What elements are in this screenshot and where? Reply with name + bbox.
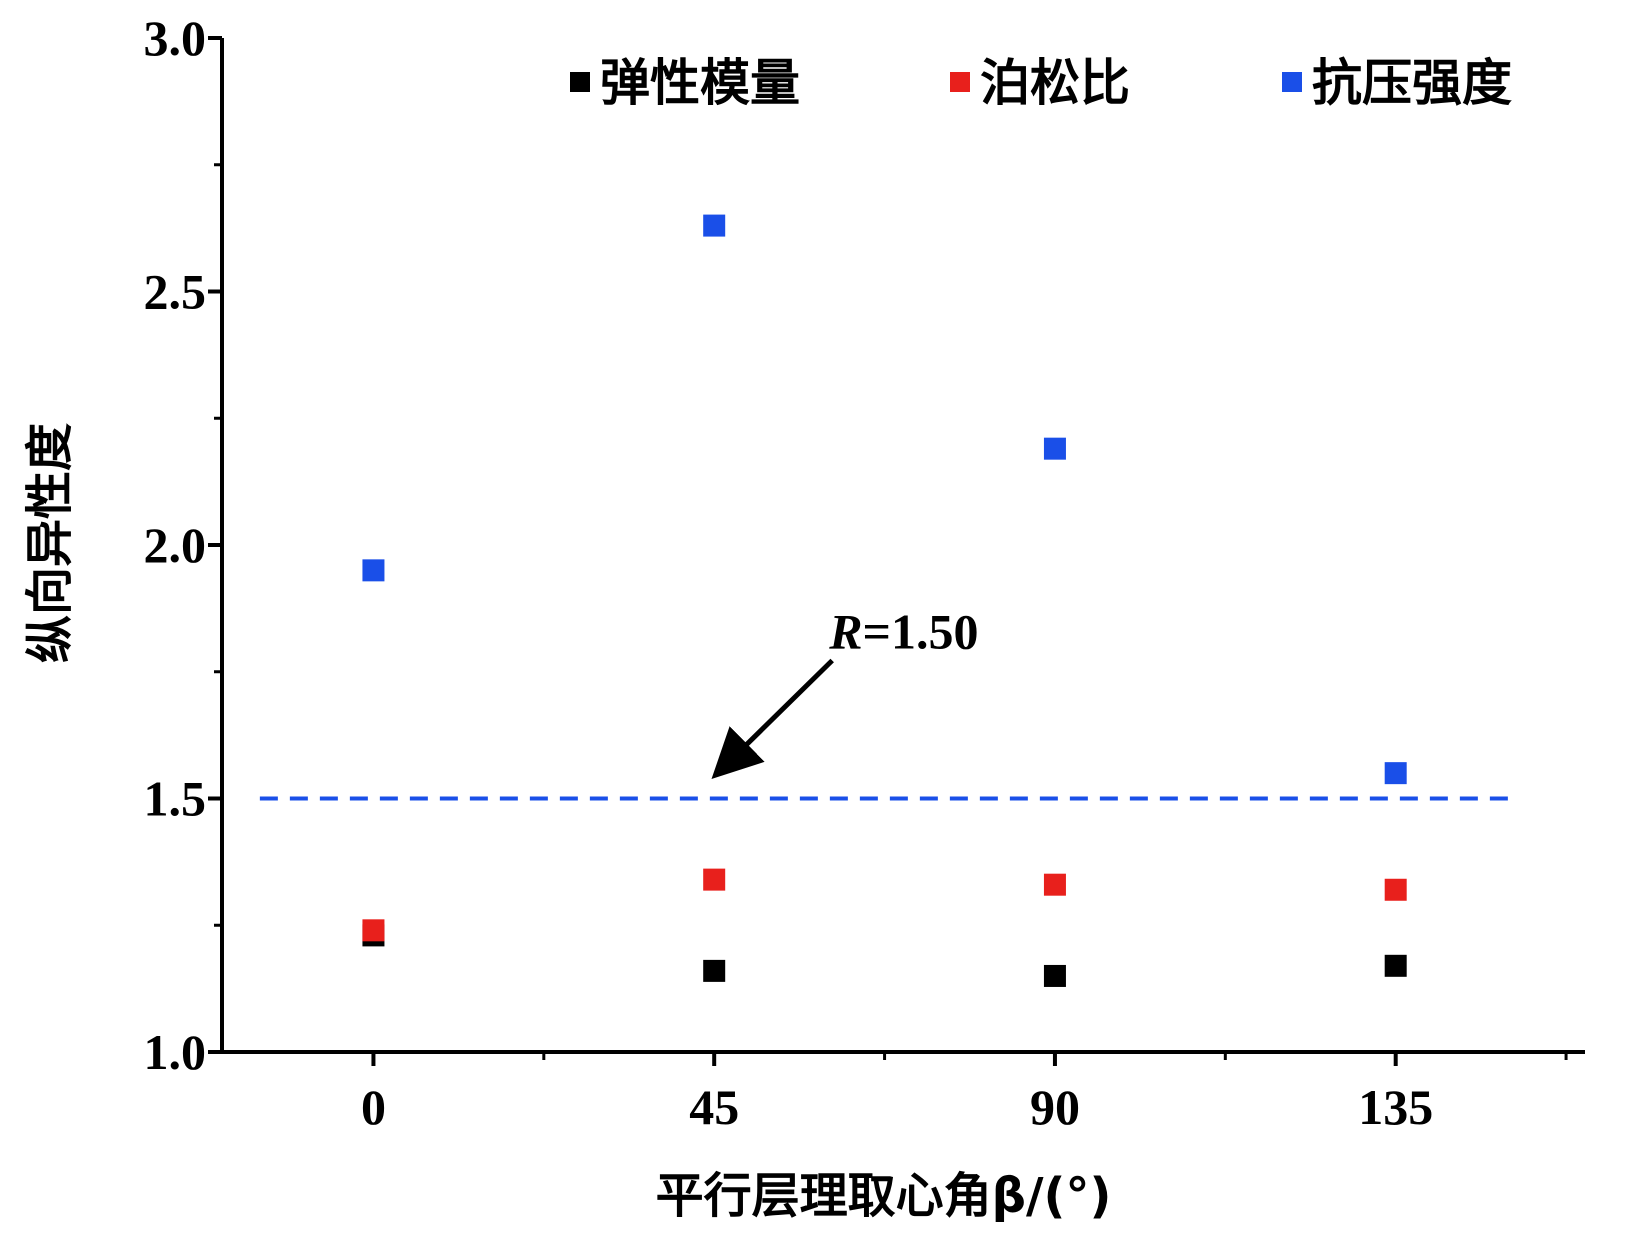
x-tick-label: 90 [1030,1079,1080,1135]
data-point-series-2 [1384,762,1407,785]
y-tick-label: 2.5 [144,264,207,320]
data-point-series-0 [1043,964,1066,987]
y-tick-label: 2.0 [144,517,207,573]
data-point-series-1 [703,868,726,891]
legend-marker-1 [950,72,970,92]
y-tick-label: 3.0 [144,10,207,66]
annotation-value: =1.50 [863,604,979,660]
data-point-series-2 [362,559,385,582]
y-tick-label: 1.0 [144,1024,207,1080]
y-axis-title: 纵向异性度 [22,423,78,663]
axes [220,38,1585,1054]
x-tick-label: 45 [689,1079,739,1135]
x-axis-title: 平行层理取心角β/(°) [656,1168,1112,1224]
legend-label-1: 泊松比 [980,54,1130,112]
data-points [362,214,1407,987]
annotation-group: R=1.50 [711,604,979,780]
legend-label-0: 弹性模量 [600,54,800,112]
annotation-arrow [711,658,834,780]
annotation-var: R [828,604,862,660]
data-point-series-2 [703,214,726,237]
y-tick-label: 1.5 [144,771,207,827]
legend-label-2: 抗压强度 [1312,54,1512,112]
legend: 弹性模量 泊松比 抗压强度 [570,54,1512,112]
legend-marker-2 [1282,72,1302,92]
data-point-series-1 [1384,878,1407,901]
data-point-series-1 [1043,873,1066,896]
x-tick-label: 135 [1358,1079,1433,1135]
data-point-series-0 [1384,954,1407,977]
ticks: 1.0 1.5 2.0 2.5 3.0 0 45 90 135 [144,10,1568,1135]
annotation-label: R=1.50 [828,604,978,660]
data-point-series-0 [703,959,726,982]
data-point-series-1 [362,919,385,942]
data-point-series-2 [1043,437,1066,460]
legend-marker-0 [570,72,590,92]
x-tick-label: 0 [361,1079,386,1135]
